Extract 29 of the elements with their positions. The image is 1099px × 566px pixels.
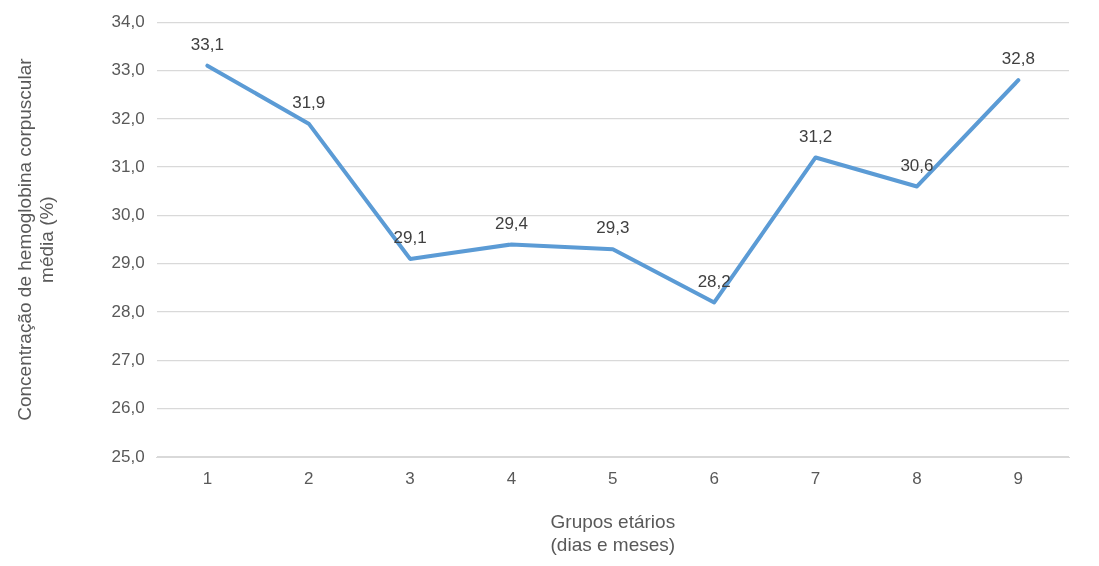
x-axis-title: Grupos etários (dias e meses) [550,511,676,555]
x-tick-label: 1 [202,468,213,488]
data-label: 29,3 [596,218,630,238]
y-tick-label: 31,0 [111,156,145,176]
y-tick-label: 29,0 [111,253,145,273]
data-label: 29,4 [494,213,529,233]
y-tick-label: 26,0 [111,398,145,418]
y-axis-title: Concentração de hemoglobina corpuscular média (%) [13,57,58,421]
y-tick-label: 34,0 [111,11,145,31]
x-tick-label: 8 [912,468,922,488]
x-tick-label: 7 [810,468,821,488]
data-label: 30,6 [900,155,934,175]
x-tick-label: 3 [405,468,415,488]
y-tick-label: 27,0 [111,350,145,370]
data-label: 31,2 [799,126,833,146]
x-tick-label: 2 [304,468,314,488]
x-tick-label: 5 [608,468,618,488]
x-tick-label: 9 [1013,468,1024,488]
data-label: 33,1 [190,34,224,54]
y-tick-label: 33,0 [111,60,145,80]
y-tick-label: 25,0 [111,446,145,466]
y-tick-label: 32,0 [111,108,145,128]
x-tick-label: 4 [506,468,517,488]
y-tick-label: 30,0 [111,205,145,225]
x-tick-label: 6 [709,468,719,488]
data-label: 32,8 [1001,49,1035,69]
data-label: 29,1 [393,228,427,248]
data-label: 31,9 [292,92,326,112]
y-tick-label: 28,0 [111,301,145,321]
